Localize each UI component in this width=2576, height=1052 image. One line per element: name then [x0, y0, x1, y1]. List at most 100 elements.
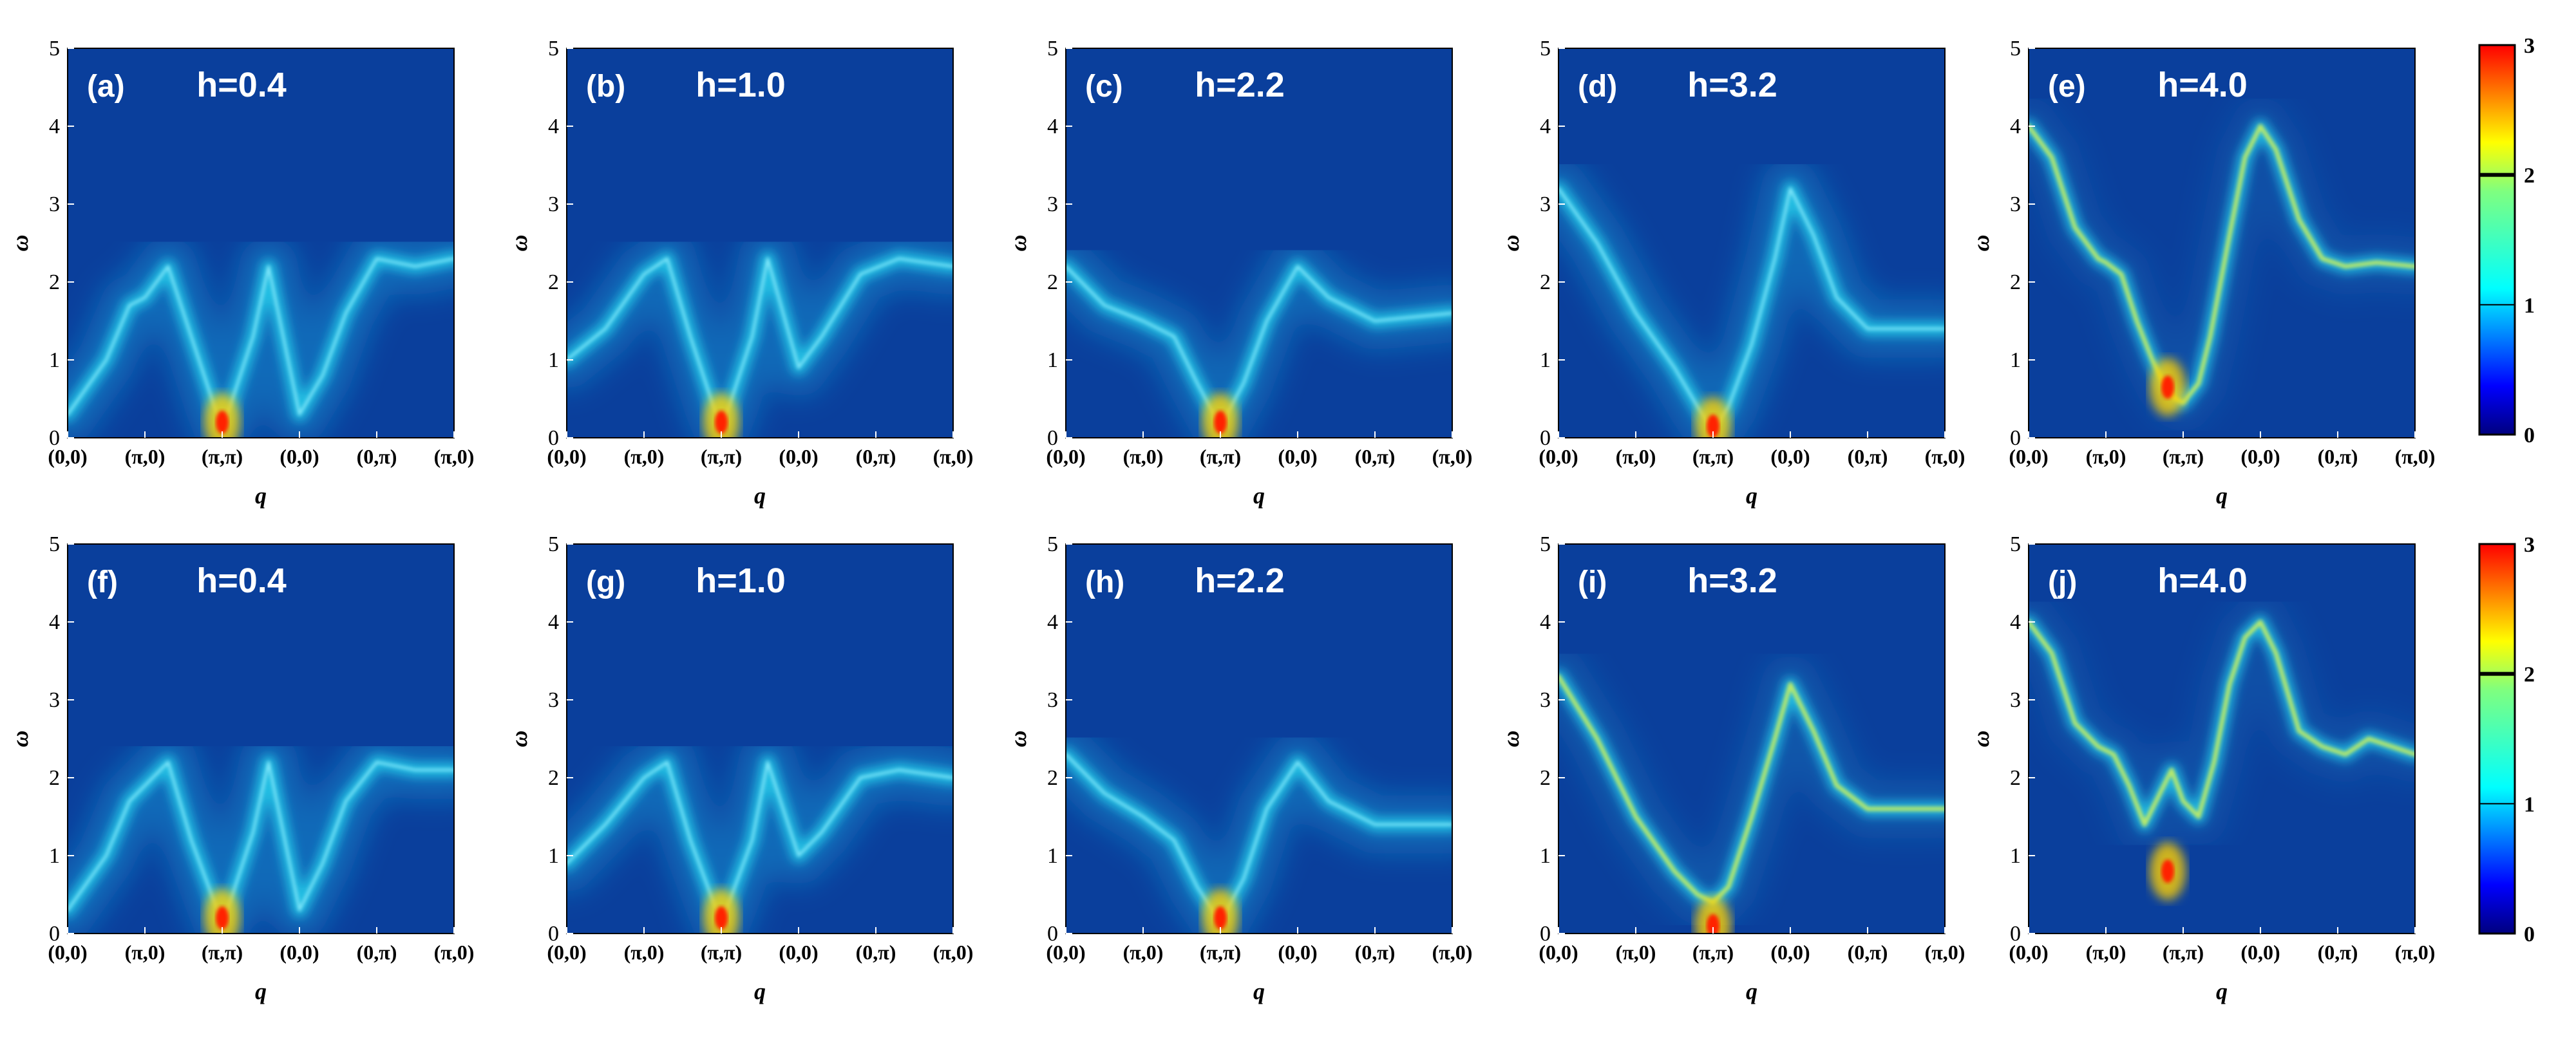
intensity-peak	[1695, 397, 1731, 438]
colorbar-tick-label: 1	[2524, 793, 2535, 816]
y-tick-label: 2	[2010, 270, 2021, 294]
x-tick-label: (0,0)	[779, 445, 818, 468]
y-tick-label: 1	[49, 348, 60, 372]
x-tick-label: (0,π)	[856, 941, 896, 964]
x-tick-label: (0,0)	[279, 445, 319, 468]
colorbar-tick-label: 2	[2524, 164, 2535, 188]
x-tick-label: (0,0)	[1278, 445, 1317, 468]
x-tick-label: (π,0)	[1616, 941, 1656, 964]
panel-letter: (f)	[87, 565, 118, 599]
x-tick-label: (0,0)	[48, 941, 87, 964]
colorbar-tick-label: 0	[2524, 923, 2535, 946]
x-tick-label: (π,π)	[1692, 445, 1734, 468]
y-tick-label: 3	[1047, 193, 1058, 216]
x-tick-label: (π,0)	[933, 445, 974, 468]
x-axis-label: q	[2216, 979, 2228, 1004]
y-tick-label: 3	[548, 193, 559, 216]
x-tick-label: (0,π)	[856, 445, 896, 468]
y-tick-label: 4	[1540, 115, 1551, 138]
y-tick-label: 4	[1540, 610, 1551, 634]
panel-frame	[67, 48, 455, 438]
y-tick-label: 5	[548, 532, 559, 556]
y-axis-label: ω	[1498, 234, 1524, 251]
x-tick-label: (0,0)	[547, 445, 586, 468]
panel-title: h=2.2	[1195, 561, 1285, 600]
spectral-ridge	[2029, 619, 2415, 827]
y-tick-label: 3	[2010, 193, 2021, 216]
x-tick-label: (0,0)	[279, 941, 319, 964]
x-tick-label: (0,0)	[2240, 445, 2280, 468]
x-axis-label: q	[2216, 483, 2228, 509]
intensity-peak	[2150, 358, 2186, 417]
panel-frame	[566, 543, 954, 934]
colorbar-gradient	[2478, 543, 2516, 935]
y-tick-label: 5	[49, 37, 60, 61]
panel-title: h=1.0	[696, 66, 786, 104]
panel-title: h=4.0	[2157, 66, 2248, 104]
y-axis-label: ω	[506, 234, 532, 251]
x-tick-label: (0,π)	[357, 445, 397, 468]
intensity-peak	[204, 888, 240, 934]
x-axis-label: q	[754, 979, 766, 1004]
y-tick-label: 5	[1047, 37, 1058, 61]
y-tick-label: 3	[2010, 688, 2021, 712]
y-tick-label: 1	[49, 844, 60, 868]
y-tick-label: 3	[548, 688, 559, 712]
heatmap-panel-d: 0 1 2 3 4 5 (0,0) (π,0) (π,π) (0,0) (0,π) (π,0) q ω (d…	[1498, 37, 1965, 509]
y-tick-label: 5	[1047, 532, 1058, 556]
x-tick-label: (0,0)	[1046, 941, 1085, 964]
panel-frame	[1558, 48, 1946, 438]
colorbars-group: 0 1 2 3 0 1 2 3	[2478, 34, 2535, 946]
y-axis-label: ω	[7, 730, 33, 747]
y-tick-label: 4	[49, 115, 60, 138]
y-tick-label: 4	[1047, 115, 1058, 138]
heatmap-panel-e: 0 1 2 3 4 5 (0,0) (π,0) (π,π) (0,0) (0,π) (π,0) q ω (e…	[1968, 37, 2435, 509]
x-tick-label: (0,0)	[1539, 445, 1578, 468]
panel-frame	[1065, 48, 1453, 438]
x-tick-label: (π,0)	[2395, 941, 2436, 964]
x-tick-label: (0,0)	[1046, 445, 1085, 468]
x-tick-label: (π,0)	[624, 941, 665, 964]
y-tick-label: 3	[49, 193, 60, 216]
x-tick-label: (π,π)	[701, 445, 742, 468]
y-tick-label: 1	[1047, 844, 1058, 868]
x-tick-label: (π,π)	[2163, 445, 2204, 468]
colorbar-tick-label: 3	[2524, 34, 2535, 58]
intensity-peak	[1202, 888, 1238, 934]
y-axis-label: ω	[1968, 730, 1994, 747]
y-tick-label: 1	[548, 348, 559, 372]
panel-letter: (i)	[1578, 565, 1607, 599]
x-tick-label: (π,0)	[1925, 445, 1965, 468]
intensity-peak	[204, 393, 240, 438]
y-tick-label: 2	[49, 766, 60, 790]
x-tick-label: (0,π)	[1848, 445, 1888, 468]
panel-title: h=0.4	[196, 66, 287, 104]
colorbar-tick-label: 3	[2524, 533, 2535, 557]
y-tick-label: 4	[1047, 610, 1058, 634]
x-tick-label: (0,0)	[1278, 941, 1317, 964]
spectral-ridge	[1558, 674, 1945, 905]
y-axis-label: ω	[1005, 234, 1031, 251]
heatmap-panel-b: 0 1 2 3 4 5 (0,0) (π,0) (π,π) (0,0) (0,π) (π,0) q ω (b…	[506, 37, 973, 509]
x-axis-label: q	[255, 483, 267, 509]
heatmap-panel-h: 0 1 2 3 4 5 (0,0) (π,0) (π,π) (0,0) (0,π) (π,0) q ω (h…	[1005, 532, 1472, 1004]
colorbar-tick-label: 0	[2524, 424, 2535, 447]
x-tick-label: (0,0)	[2009, 941, 2048, 964]
colorbar-gradient	[2478, 44, 2516, 436]
y-tick-label: 5	[49, 532, 60, 556]
x-tick-label: (0,0)	[779, 941, 818, 964]
panel-title: h=1.0	[696, 561, 786, 600]
panel-frame	[1065, 543, 1453, 934]
panel-title: h=3.2	[1687, 66, 1777, 104]
colorbar-bottom: 0 1 2 3	[2478, 533, 2535, 946]
heatmap-panel-g: 0 1 2 3 4 5 (0,0) (π,0) (π,π) (0,0) (0,π) (π,0) q ω (g…	[506, 532, 973, 1004]
y-tick-label: 0	[1047, 426, 1058, 450]
x-tick-label: (0,0)	[1770, 445, 1810, 468]
y-tick-label: 0	[1540, 922, 1551, 946]
intensity-peak	[703, 888, 739, 934]
x-tick-label: (0,π)	[1355, 941, 1396, 964]
y-tick-label: 2	[548, 766, 559, 790]
x-tick-label: (π,0)	[125, 941, 166, 964]
y-tick-label: 0	[49, 922, 60, 946]
